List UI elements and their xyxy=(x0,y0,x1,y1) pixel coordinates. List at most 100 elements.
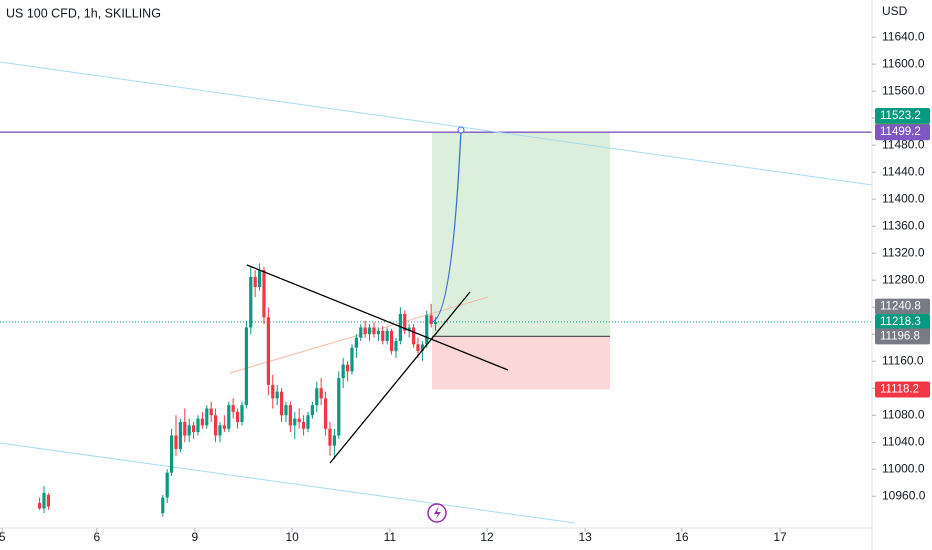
candle-body xyxy=(332,435,336,446)
event-icon-bolt xyxy=(434,506,441,520)
candle-body xyxy=(341,364,345,379)
candle-body xyxy=(266,317,270,385)
candle-body xyxy=(398,313,402,341)
candle-body xyxy=(205,408,209,426)
y-axis-label: USD xyxy=(882,4,908,18)
candle-body xyxy=(257,270,262,287)
candle-body xyxy=(350,347,354,372)
y-tick-label: 11320.0 xyxy=(882,245,925,259)
y-tick-label: 11360.0 xyxy=(882,218,925,232)
y-tick-label: 11640.0 xyxy=(882,29,925,43)
candle-body xyxy=(213,415,218,436)
candle-body xyxy=(191,425,196,433)
price-label-bg xyxy=(875,124,930,141)
candle-body xyxy=(240,405,244,422)
price-label: 11499.2 xyxy=(880,126,921,138)
candle-body xyxy=(271,384,275,399)
trend-line xyxy=(229,296,489,374)
x-tick-label: 12 xyxy=(480,530,494,544)
candle-body xyxy=(253,276,257,287)
y-tick-label: 11280.0 xyxy=(882,272,925,286)
candle-body xyxy=(363,327,367,335)
price-label-bg xyxy=(875,328,930,345)
candle-body xyxy=(394,340,398,352)
y-tick-label: 11400.0 xyxy=(882,191,925,205)
candle-body xyxy=(301,421,306,429)
candle-body xyxy=(389,330,394,352)
candle-body xyxy=(359,327,363,338)
y-tick-label: 11600.0 xyxy=(882,56,925,70)
candle-body xyxy=(376,330,380,335)
candle-body xyxy=(328,428,332,446)
candle-body xyxy=(306,415,310,429)
candle-body xyxy=(403,313,407,331)
y-tick-label: 11160.0 xyxy=(882,353,924,367)
candle-body xyxy=(372,327,376,335)
price-label-bg xyxy=(875,298,930,315)
arrow-head xyxy=(457,126,465,134)
candle-body xyxy=(37,503,42,509)
candle-body xyxy=(425,315,429,345)
candle-body xyxy=(218,425,222,436)
candle-body xyxy=(183,421,187,436)
y-tick-label: 11480.0 xyxy=(882,137,925,151)
x-tick-label: 13 xyxy=(578,530,592,544)
price-label: 11196.8 xyxy=(880,330,920,342)
candle-body xyxy=(161,497,165,514)
candle-body xyxy=(411,327,416,345)
x-tick-label: 6 xyxy=(93,530,100,544)
candle-body xyxy=(231,405,235,412)
candle-body xyxy=(275,391,279,399)
candle-body xyxy=(178,421,182,450)
candle-body xyxy=(345,364,350,372)
candle-body xyxy=(249,276,253,328)
candle-body xyxy=(416,344,420,352)
candle-body xyxy=(174,435,178,450)
candle-body xyxy=(288,405,292,426)
x-tick-label: 9 xyxy=(192,530,199,544)
y-tick-label: 11000.0 xyxy=(882,461,925,475)
candle-body xyxy=(279,391,284,416)
candle-body xyxy=(169,435,174,473)
price-axis xyxy=(872,0,932,550)
projection-arrow xyxy=(431,129,462,323)
candle-body xyxy=(429,315,433,325)
candle-body xyxy=(385,330,389,341)
candles xyxy=(37,263,438,517)
loss-zone xyxy=(432,336,610,390)
y-tick-label: 10960.0 xyxy=(882,488,926,502)
price-label: 11218.3 xyxy=(880,316,921,328)
candle-body xyxy=(323,398,328,429)
candle-body xyxy=(200,418,204,426)
candle-body xyxy=(46,494,50,507)
candle-body xyxy=(433,321,438,325)
trend-line xyxy=(246,264,509,371)
candle-body xyxy=(381,330,385,341)
price-label: 11240.8 xyxy=(880,301,921,313)
price-label: 11523.2 xyxy=(880,110,921,122)
y-tick-label: 11040.0 xyxy=(882,434,925,448)
candle-body xyxy=(227,405,231,429)
candle-body xyxy=(209,408,213,416)
trend-line xyxy=(329,291,471,464)
x-tick-label: 17 xyxy=(773,530,787,544)
candle-body xyxy=(222,425,226,429)
candle-body xyxy=(315,388,319,406)
candle-body xyxy=(165,472,169,498)
candle-body xyxy=(244,327,248,406)
channel-line xyxy=(0,442,576,524)
x-tick-label: 16 xyxy=(675,530,689,544)
x-tick-label: 11 xyxy=(384,530,397,544)
y-tick-label: 11080.0 xyxy=(882,407,925,421)
price-label: 11118.2 xyxy=(880,383,919,395)
candle-body xyxy=(235,411,240,422)
candle-body xyxy=(42,492,46,509)
y-tick-label: 11560.0 xyxy=(882,83,925,97)
candle-body xyxy=(367,327,372,335)
candle-body xyxy=(196,418,200,433)
channel-line xyxy=(0,61,873,186)
x-tick-label: 5 xyxy=(0,530,6,544)
candle-body xyxy=(293,418,297,426)
